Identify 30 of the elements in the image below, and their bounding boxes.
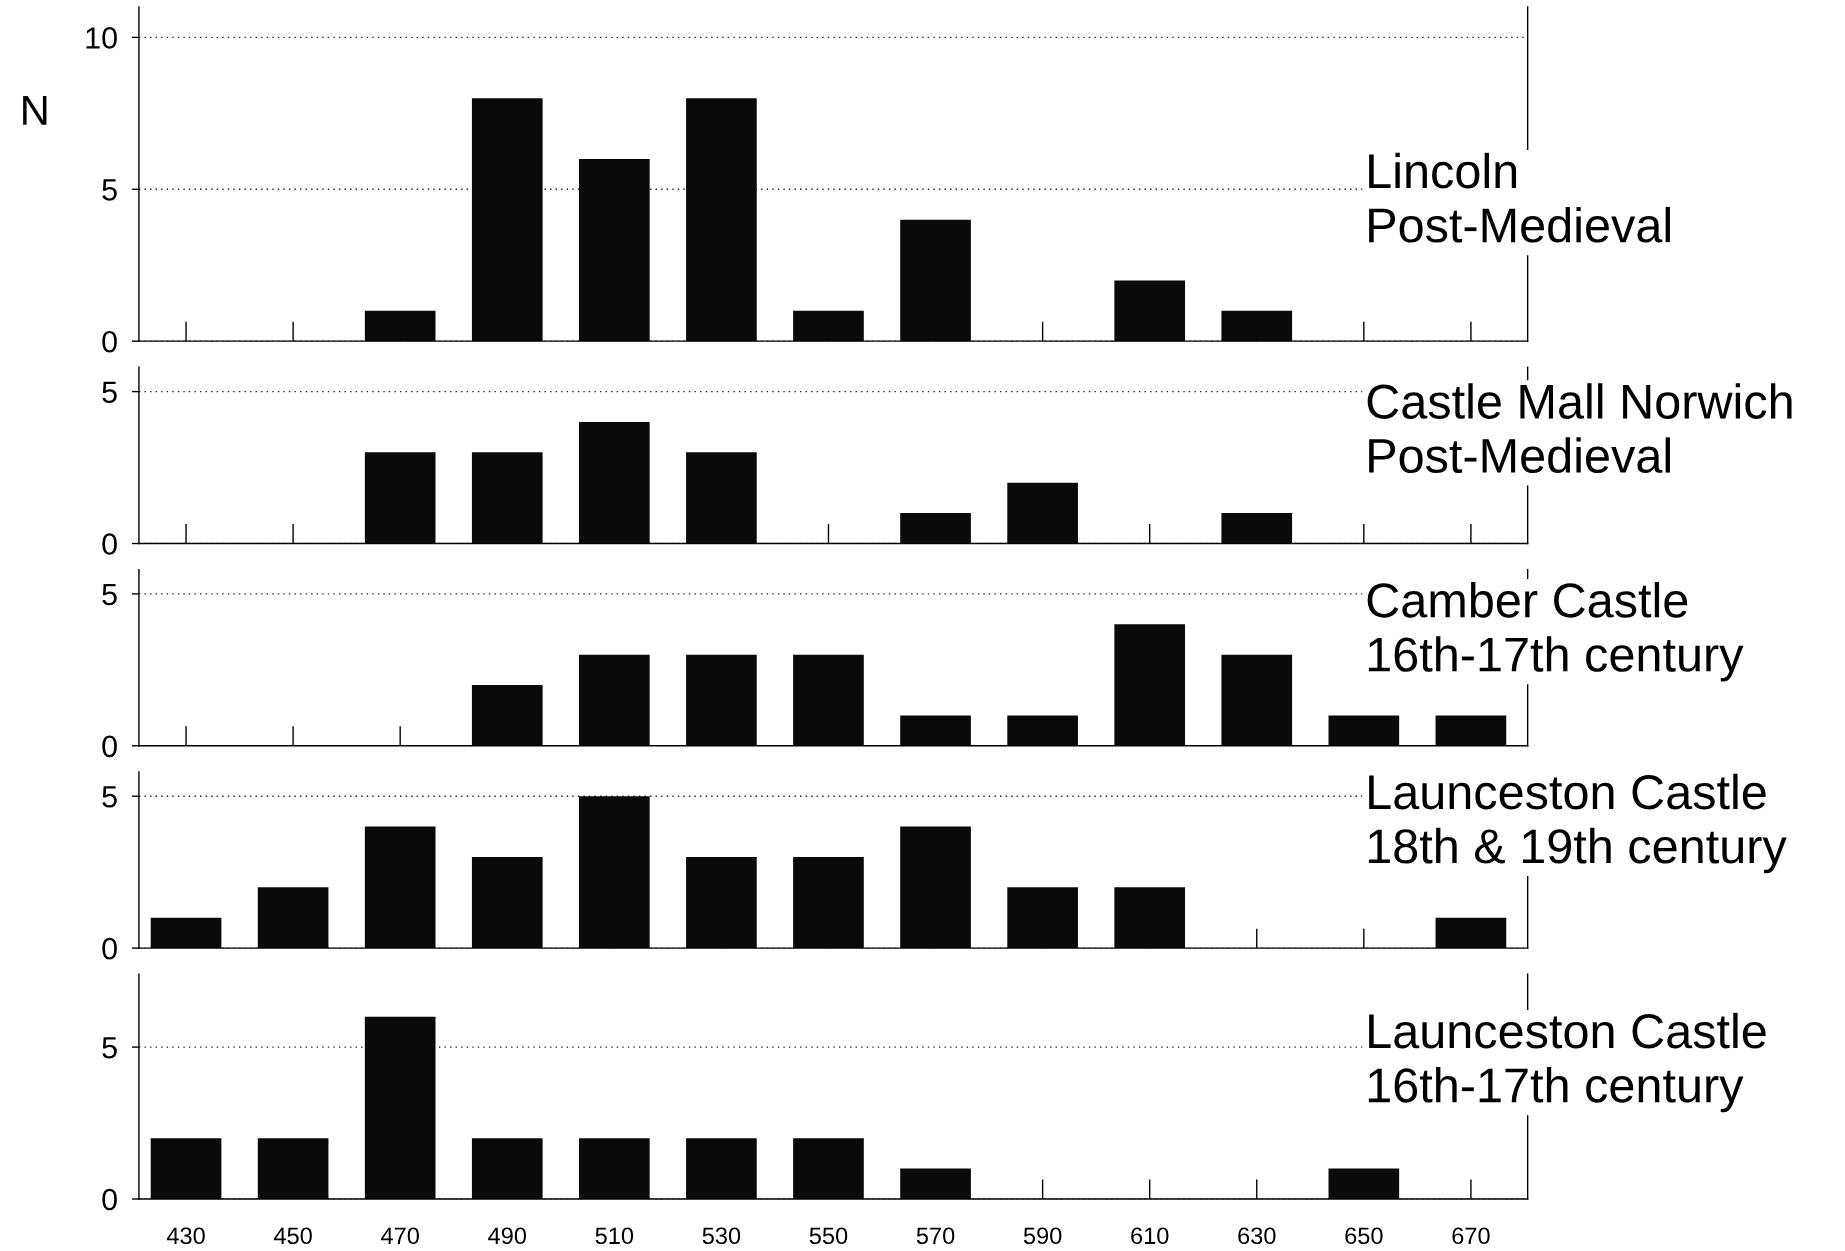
x-tick-label: 510 <box>595 1227 634 1245</box>
y-tick-label: 5 <box>102 583 117 606</box>
x-tick-label: 470 <box>381 1227 419 1245</box>
x-tick-label: 630 <box>1238 1227 1276 1245</box>
x-tick-label: 490 <box>488 1227 527 1245</box>
y-tick-label: 5 <box>102 381 117 403</box>
x-tick-label: 570 <box>916 1227 955 1245</box>
y-tick-label: 0 <box>102 1188 117 1211</box>
y-tick-label: 0 <box>102 533 117 555</box>
x-tick-label: 590 <box>1023 1227 1062 1245</box>
text: Launceston Castle 16th-17th century <box>1368 1012 1766 1113</box>
y-tick-label: 5 <box>102 179 117 201</box>
y-tick-label: 5 <box>102 786 117 808</box>
x-tick-label: 430 <box>166 1227 205 1245</box>
y-tick-label: 0 <box>102 330 117 353</box>
y-tick-label: 5 <box>102 1037 117 1059</box>
text: Launceston Castle 18th & 19th century <box>1368 773 1787 874</box>
x-tick-label: 550 <box>809 1227 848 1245</box>
text: Castle Mall Norwich Post-Medieval <box>1367 383 1792 474</box>
x-tick-label: 450 <box>273 1227 312 1245</box>
x-tick-label: 650 <box>1345 1227 1383 1245</box>
y-axis-title: N <box>23 96 47 125</box>
y-tick-label: 0 <box>102 735 117 758</box>
y-tick-label: 10 <box>86 27 117 49</box>
y-tick-label: 0 <box>102 937 117 960</box>
x-tick-label: 610 <box>1131 1227 1169 1245</box>
x-tick-label: 670 <box>1452 1227 1490 1245</box>
x-tick-label: 530 <box>702 1227 741 1245</box>
text: Camber Castle 16th-17th century <box>1367 582 1744 682</box>
text: Lincoln Post-Medieval <box>1369 152 1670 243</box>
